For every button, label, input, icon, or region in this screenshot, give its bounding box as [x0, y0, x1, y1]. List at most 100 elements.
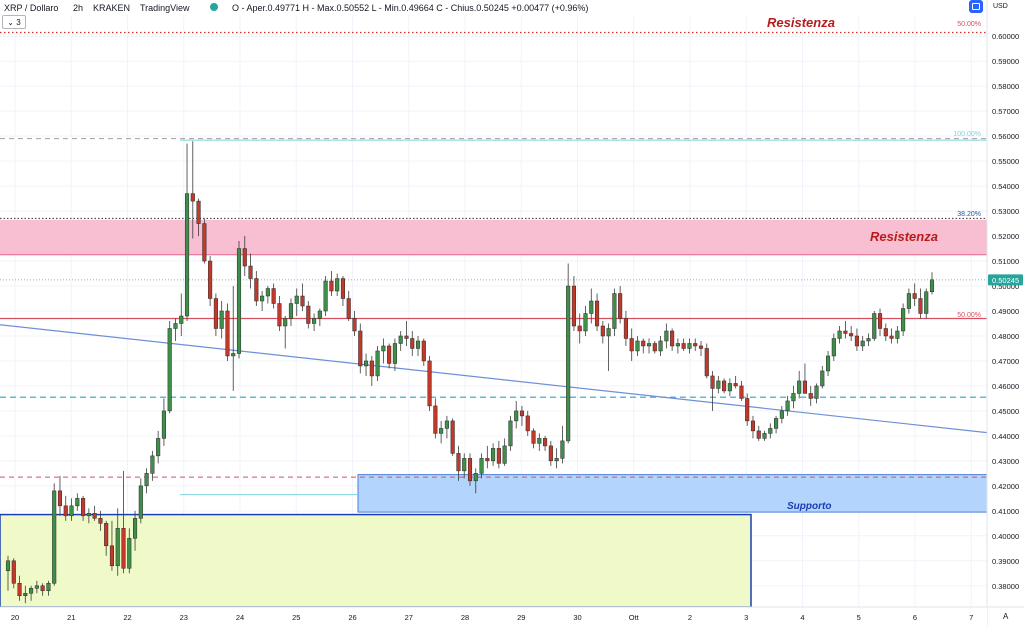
candle-body[interactable]	[306, 305, 311, 324]
candle-body[interactable]	[133, 518, 138, 539]
candle-body[interactable]	[213, 298, 218, 329]
candle-body[interactable]	[150, 455, 155, 474]
candle-body[interactable]	[369, 360, 374, 377]
candle-body[interactable]	[687, 343, 692, 349]
candle-body[interactable]	[716, 380, 721, 389]
candle-body[interactable]	[485, 458, 490, 462]
candle-body[interactable]	[583, 313, 588, 332]
candle-body[interactable]	[52, 490, 57, 584]
candle-body[interactable]	[814, 385, 819, 399]
candle-body[interactable]	[242, 248, 247, 267]
candle-body[interactable]	[352, 318, 357, 332]
candle-body[interactable]	[929, 279, 935, 293]
candle-body[interactable]	[138, 485, 143, 519]
candle-body[interactable]	[433, 405, 438, 434]
candle-body[interactable]	[439, 428, 444, 434]
candle-body[interactable]	[831, 338, 836, 357]
candle-body[interactable]	[57, 490, 63, 507]
candle-body[interactable]	[820, 370, 825, 387]
candle-body[interactable]	[802, 380, 808, 394]
candle-body[interactable]	[658, 340, 663, 352]
interval-label[interactable]: 2h	[73, 3, 84, 13]
candle-body[interactable]	[358, 330, 363, 367]
candle-body[interactable]	[554, 458, 559, 462]
candle-body[interactable]	[11, 560, 16, 584]
candle-body[interactable]	[543, 438, 548, 447]
candle-body[interactable]	[63, 505, 68, 517]
candle-body[interactable]	[860, 340, 865, 347]
candle-body[interactable]	[173, 323, 178, 329]
candle-body[interactable]	[519, 410, 525, 417]
candle-body[interactable]	[29, 588, 34, 594]
candle-body[interactable]	[317, 310, 322, 319]
candle-body[interactable]	[924, 291, 929, 314]
candle-body[interactable]	[496, 448, 501, 464]
candle-body[interactable]	[190, 193, 195, 202]
candle-body[interactable]	[184, 193, 190, 317]
candle-body[interactable]	[681, 343, 686, 349]
candle-body[interactable]	[710, 375, 715, 389]
candle-body[interactable]	[196, 200, 201, 224]
candle-body[interactable]	[566, 285, 571, 442]
candle-body[interactable]	[739, 385, 744, 399]
candle-body[interactable]	[508, 420, 513, 447]
snapshot-icon[interactable]	[969, 0, 983, 13]
candle-body[interactable]	[81, 498, 86, 517]
candle-body[interactable]	[808, 393, 813, 399]
candle-body[interactable]	[623, 318, 628, 339]
candle-body[interactable]	[877, 313, 883, 329]
candle-body[interactable]	[231, 353, 236, 357]
candle-body[interactable]	[161, 410, 166, 439]
candle-body[interactable]	[727, 383, 732, 392]
candle-body[interactable]	[675, 343, 680, 347]
candle-body[interactable]	[525, 415, 530, 432]
candle-body[interactable]	[404, 335, 409, 339]
candle-body[interactable]	[571, 285, 577, 327]
candle-body[interactable]	[612, 293, 617, 329]
candle-body[interactable]	[664, 330, 669, 342]
candle-body[interactable]	[156, 438, 161, 457]
candle-body[interactable]	[265, 288, 270, 297]
candle-body[interactable]	[335, 278, 340, 292]
candle-body[interactable]	[450, 420, 455, 454]
candle-body[interactable]	[670, 330, 675, 347]
candle-body[interactable]	[722, 380, 727, 392]
candle-body[interactable]	[340, 278, 345, 299]
candle-body[interactable]	[704, 348, 709, 377]
candle-body[interactable]	[872, 313, 877, 339]
candle-body[interactable]	[473, 473, 478, 482]
candle-body[interactable]	[600, 325, 605, 337]
candle-body[interactable]	[906, 293, 911, 309]
candle-body[interactable]	[427, 360, 432, 407]
candle-body[interactable]	[104, 523, 109, 547]
candle-body[interactable]	[745, 398, 750, 422]
candle-body[interactable]	[849, 333, 854, 337]
candle-body[interactable]	[300, 295, 305, 307]
candle-body[interactable]	[115, 528, 120, 567]
candle-body[interactable]	[410, 338, 415, 349]
candle-body[interactable]	[918, 298, 923, 314]
candle-body[interactable]	[381, 345, 386, 352]
candle-body[interactable]	[733, 383, 738, 387]
candle-body[interactable]	[843, 330, 848, 334]
candle-body[interactable]	[236, 248, 242, 354]
candle-body[interactable]	[392, 343, 397, 364]
candle-body[interactable]	[577, 325, 582, 332]
candle-body[interactable]	[901, 308, 906, 332]
candle-body[interactable]	[641, 340, 646, 347]
candle-body[interactable]	[560, 440, 565, 459]
candle-body[interactable]	[467, 458, 473, 482]
candle-body[interactable]	[40, 585, 45, 592]
candle-body[interactable]	[768, 428, 773, 434]
candle-body[interactable]	[866, 338, 871, 342]
candle-body[interactable]	[537, 438, 542, 444]
candle-body[interactable]	[69, 505, 74, 517]
candle-body[interactable]	[826, 355, 831, 372]
candle-body[interactable]	[502, 445, 507, 464]
candle-body[interactable]	[346, 298, 351, 319]
candle-body[interactable]	[271, 288, 276, 304]
candle-body[interactable]	[606, 328, 611, 337]
collapse-indicators-button[interactable]: ⌄ 3	[2, 15, 26, 29]
candle-body[interactable]	[635, 340, 640, 352]
